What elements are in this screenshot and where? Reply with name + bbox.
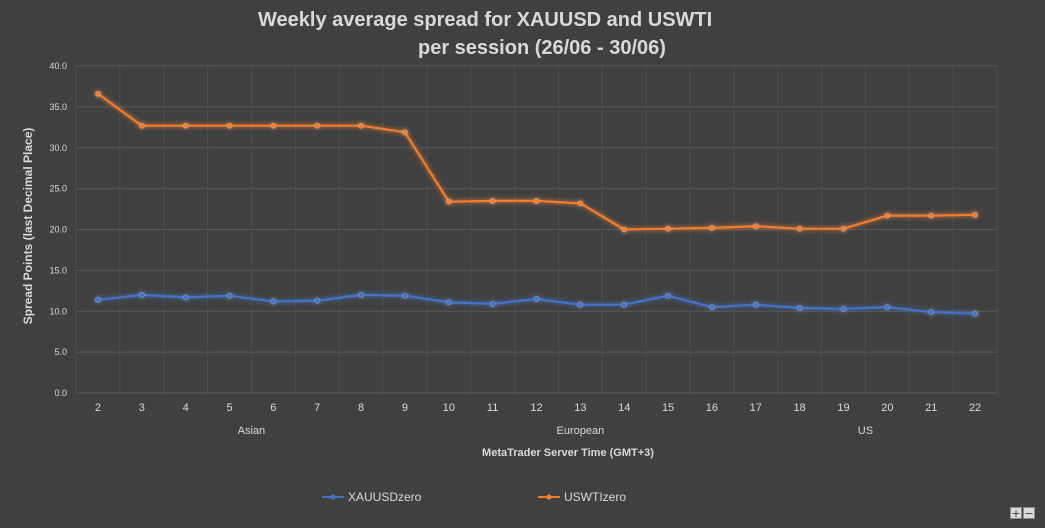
x-tick-label: 11 [487, 402, 498, 414]
data-point [226, 292, 233, 299]
x-tick-label: 4 [183, 402, 189, 414]
y-tick-label: 5.0 [54, 347, 67, 357]
x-tick-label: 10 [443, 402, 455, 414]
y-axis-ticks: 0.0 5.0 10.0 15.0 20.0 25.0 30.0 35.0 40.0 [49, 61, 67, 398]
x-tick-label: 2 [95, 402, 101, 414]
x-tick-label: 18 [794, 402, 806, 414]
data-point [489, 300, 496, 307]
chart-title-line-2: per session (26/06 - 30/06) [418, 37, 666, 59]
grid-lines [75, 65, 998, 394]
legend-label: XAUUSDzero [348, 490, 422, 504]
x-tick-label: 7 [314, 402, 320, 414]
data-point [182, 122, 189, 129]
data-point [95, 90, 101, 97]
series-layer [95, 90, 978, 317]
data-point [884, 304, 891, 311]
data-point [533, 197, 540, 204]
data-point [752, 301, 759, 308]
x-axis-label: MetaTrader Server Time (GMT+3) [482, 447, 654, 459]
data-point [665, 292, 671, 299]
series-uswtizero [95, 90, 978, 233]
data-point [840, 225, 847, 232]
data-point [577, 200, 584, 207]
x-tick-label: 12 [530, 402, 542, 414]
data-point [445, 198, 452, 205]
zoom-in-button[interactable]: + [1010, 507, 1022, 520]
data-point [972, 211, 978, 218]
data-point [314, 122, 321, 129]
data-point [489, 197, 496, 204]
x-tick-label: 3 [139, 402, 145, 414]
x-tick-label: 13 [574, 402, 586, 414]
x-tick-label: 9 [402, 402, 408, 414]
y-tick-label: 25.0 [49, 184, 67, 194]
zoom-out-button[interactable]: − [1023, 507, 1035, 520]
y-tick-label: 20.0 [49, 225, 67, 235]
data-point [796, 225, 803, 232]
legend-item: XAUUSDzero [322, 490, 422, 504]
data-point [402, 292, 408, 299]
data-point [402, 129, 408, 136]
x-tick-label: 16 [706, 402, 718, 414]
data-point [270, 298, 277, 305]
y-tick-label: 30.0 [49, 143, 67, 153]
legend: XAUUSDzero USWTIzero [322, 490, 626, 504]
x-tick-label: 5 [226, 402, 232, 414]
data-point [577, 301, 584, 308]
x-tick-label: 19 [837, 402, 849, 414]
data-point [840, 305, 847, 312]
data-point [709, 224, 715, 231]
y-tick-label: 35.0 [49, 102, 67, 112]
series-line [97, 92, 976, 231]
data-point [314, 297, 321, 304]
data-point [533, 296, 540, 302]
legend-marker [330, 494, 336, 500]
data-point [358, 122, 364, 129]
x-tick-label: 8 [358, 402, 364, 414]
legend-marker [546, 494, 552, 500]
x-tick-label: 6 [270, 402, 276, 414]
y-tick-label: 40.0 [49, 61, 67, 71]
data-point [796, 305, 803, 311]
x-tick-label: 20 [881, 402, 893, 414]
data-point [884, 212, 891, 219]
y-axis-label: Spread Points (last Decimal Place) [21, 128, 35, 325]
x-tick-label: 22 [969, 402, 981, 414]
chart-title-line-1: Weekly average spread for XAUUSD and USW… [258, 9, 713, 31]
x-axis-ticks: 2 3 4 5 6 7 8 9 10 11 12 13 14 15 16 17 18 19 20 21 22 [95, 402, 981, 414]
data-point [621, 301, 628, 308]
data-point [270, 122, 277, 129]
session-label: Asian [238, 425, 266, 437]
data-point [752, 223, 759, 230]
y-tick-label: 0.0 [54, 388, 67, 398]
data-point [621, 226, 628, 233]
data-point [665, 225, 671, 232]
x-tick-label: 21 [925, 402, 937, 414]
data-point [226, 122, 233, 129]
data-point [138, 291, 145, 298]
legend-item: USWTIzero [538, 490, 626, 504]
x-tick-label: 15 [662, 402, 674, 414]
session-label: US [858, 425, 873, 437]
data-point [709, 304, 715, 311]
data-point [138, 122, 145, 129]
data-point [445, 299, 452, 306]
data-point [358, 291, 364, 298]
legend-label: USWTIzero [564, 490, 626, 504]
x-tick-label: 14 [618, 402, 630, 414]
x-tick-label: 17 [750, 402, 762, 414]
data-point [928, 309, 935, 315]
data-point [182, 294, 189, 301]
series-xauusdzero [95, 291, 978, 317]
session-labels: Asian European US [238, 425, 873, 437]
data-point [928, 212, 935, 219]
y-tick-label: 15.0 [49, 265, 67, 275]
data-point [95, 296, 101, 303]
session-label: European [556, 425, 604, 437]
data-point [972, 310, 978, 317]
y-tick-label: 10.0 [49, 306, 67, 316]
